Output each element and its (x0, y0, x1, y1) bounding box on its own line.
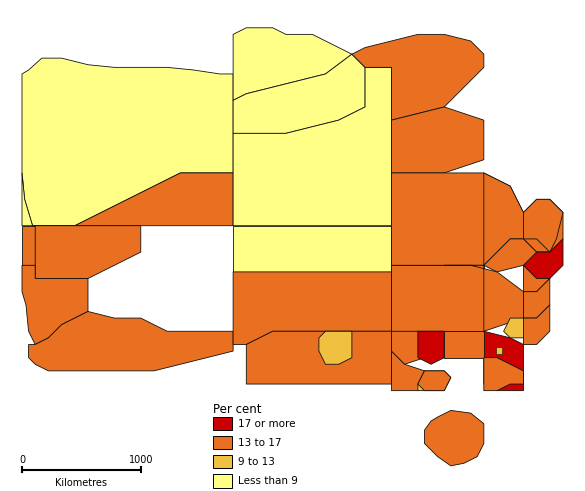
Text: Per cent: Per cent (214, 403, 262, 416)
Bar (214, 474, 232, 488)
Polygon shape (22, 58, 233, 226)
Polygon shape (444, 331, 484, 357)
Text: Less than 9: Less than 9 (239, 476, 298, 486)
Polygon shape (524, 199, 563, 252)
Polygon shape (22, 226, 35, 265)
Polygon shape (352, 34, 484, 120)
Text: 17 or more: 17 or more (239, 419, 296, 429)
Polygon shape (484, 357, 524, 391)
Polygon shape (319, 331, 352, 364)
Polygon shape (418, 371, 451, 391)
Polygon shape (391, 265, 484, 331)
Polygon shape (418, 371, 451, 391)
Text: 0: 0 (19, 455, 25, 465)
Polygon shape (418, 331, 444, 364)
Polygon shape (504, 318, 530, 338)
Polygon shape (484, 173, 563, 265)
Polygon shape (484, 239, 550, 292)
Bar (214, 455, 232, 468)
Polygon shape (391, 107, 484, 173)
Polygon shape (391, 331, 431, 391)
Polygon shape (233, 28, 352, 100)
Polygon shape (22, 173, 33, 226)
Polygon shape (233, 272, 391, 345)
Text: Kilometres: Kilometres (56, 478, 108, 488)
Polygon shape (233, 67, 391, 226)
Polygon shape (33, 173, 233, 226)
Polygon shape (495, 347, 503, 354)
Bar (214, 436, 232, 449)
Text: 9 to 13: 9 to 13 (239, 457, 276, 467)
Polygon shape (35, 226, 141, 278)
Text: 13 to 17: 13 to 17 (239, 438, 282, 448)
Polygon shape (29, 311, 233, 371)
Polygon shape (524, 305, 550, 345)
Polygon shape (484, 371, 524, 391)
Polygon shape (484, 331, 524, 371)
Polygon shape (524, 239, 563, 278)
Polygon shape (391, 173, 524, 265)
Polygon shape (22, 265, 88, 345)
Text: 1000: 1000 (129, 455, 153, 465)
Polygon shape (233, 54, 365, 134)
Polygon shape (425, 410, 484, 466)
Polygon shape (233, 226, 391, 272)
Bar (214, 417, 232, 430)
Polygon shape (246, 331, 391, 384)
Polygon shape (444, 265, 524, 331)
Polygon shape (524, 278, 550, 318)
Polygon shape (391, 331, 444, 364)
